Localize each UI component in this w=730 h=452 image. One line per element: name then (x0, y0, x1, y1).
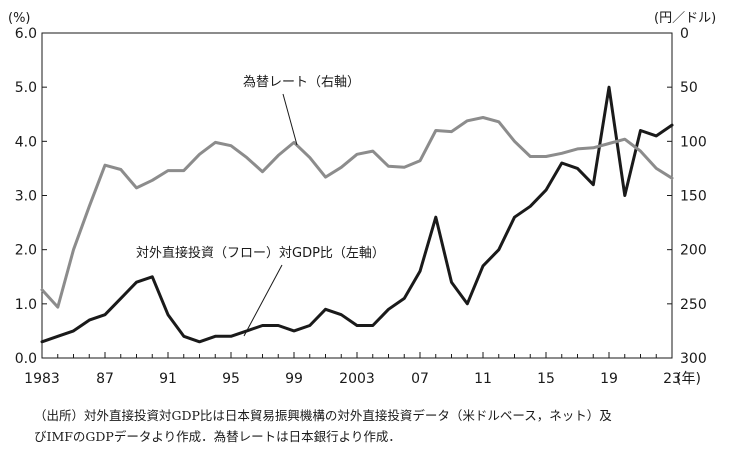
right-axis-tick-label: 100 (680, 134, 707, 150)
x-axis-tick-label: 23 (663, 371, 681, 387)
x-axis-tick-label: 1983 (24, 371, 60, 387)
annotations: (%) (円／ドル) (年) 為替レート（右軸） 対外直接投資（フロー）対GDP… (8, 11, 716, 387)
fdi-label-leader (243, 264, 283, 337)
x-axis-tick-label: 15 (537, 371, 555, 387)
left-axis-tick-label: 5.0 (15, 80, 37, 96)
right-axis-tick-label: 50 (680, 80, 698, 96)
left-axis-tick-label: 3.0 (15, 189, 37, 205)
source-note-line-2: びIMFのGDPデータより作成．為替レートは日本銀行より作成． (34, 429, 401, 444)
x-axis-tick-label: 91 (159, 371, 177, 387)
x-axis-tick-label: 95 (222, 371, 240, 387)
right-axis-tick-label: 0 (680, 26, 689, 42)
x-axis-tick-label: 87 (96, 371, 114, 387)
right-axis-tick-label: 200 (680, 243, 707, 259)
fx-series-label: 為替レート（右軸） (243, 74, 360, 90)
x-axis: 1983 87 91 95 99 2003 07 11 15 19 23 (24, 352, 681, 387)
left-axis: 0.0 1.0 2.0 3.0 4.0 5.0 6.0 (15, 26, 47, 367)
left-axis-tick-label: 1.0 (15, 297, 37, 313)
left-axis-tick-label: 6.0 (15, 26, 37, 42)
left-axis-unit: (%) (8, 11, 31, 26)
exchange-rate-line (40, 116, 674, 309)
left-axis-tick-label: 2.0 (15, 243, 37, 259)
fx-label-leader (282, 93, 298, 146)
x-axis-unit: (年) (676, 371, 701, 387)
fdi-gdp-ratio-line (40, 85, 674, 344)
series-layer (40, 85, 674, 344)
source-note: （出所）対外直接投資対GDP比は日本貿易振興機構の対外直接投資データ（米ドルベー… (34, 405, 724, 447)
left-axis-tick-label: 0.0 (15, 351, 37, 367)
source-note-line-1: （出所）対外直接投資対GDP比は日本貿易振興機構の対外直接投資データ（米ドルベー… (34, 408, 612, 423)
left-axis-tick-label: 4.0 (15, 134, 37, 150)
x-axis-tick-label: 11 (474, 371, 492, 387)
right-axis-unit: (円／ドル) (654, 11, 716, 26)
right-axis: 0 50 100 150 200 250 300 (667, 26, 707, 367)
right-axis-tick-label: 250 (680, 297, 707, 313)
fdi-series-label: 対外直接投資（フロー）対GDP比（左軸） (136, 245, 385, 261)
x-axis-tick-label: 2003 (339, 371, 375, 387)
right-axis-tick-label: 150 (680, 189, 707, 205)
right-axis-tick-label: 300 (680, 351, 707, 367)
x-axis-tick-label: 07 (411, 371, 429, 387)
x-axis-tick-label: 99 (285, 371, 303, 387)
chart: 0.0 1.0 2.0 3.0 4.0 5.0 6.0 0 50 100 150 200 250 300… (8, 11, 716, 387)
x-axis-tick-label: 19 (600, 371, 618, 387)
